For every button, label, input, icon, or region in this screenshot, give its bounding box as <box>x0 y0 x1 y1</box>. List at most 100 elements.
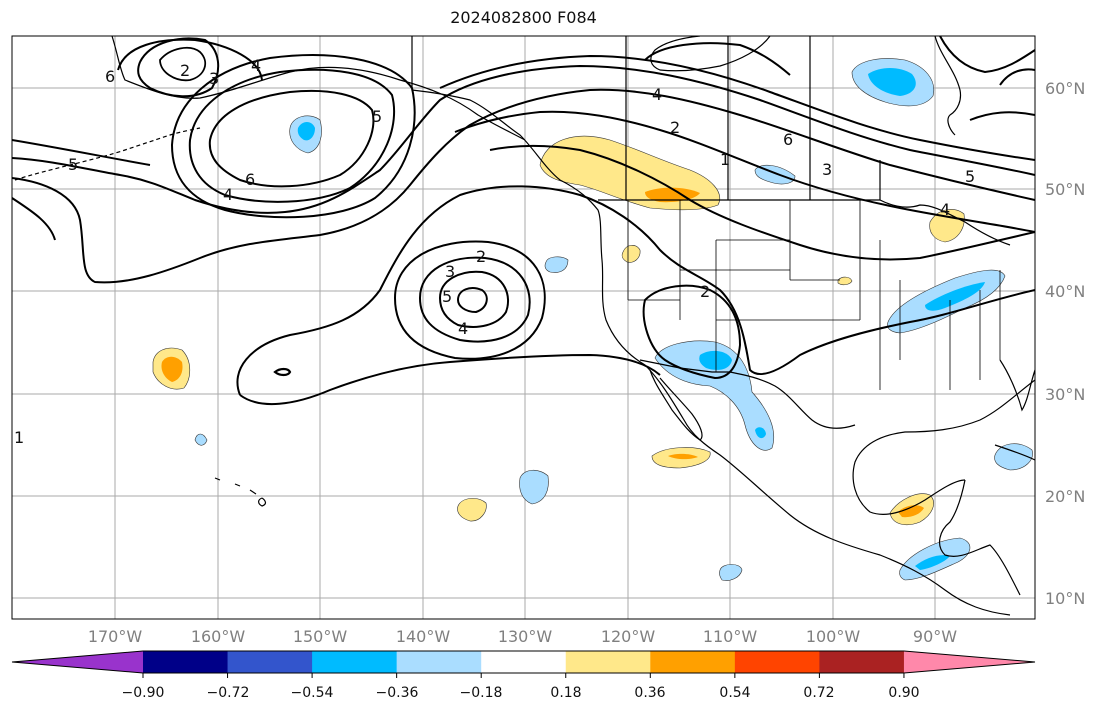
coast-baja <box>649 369 703 441</box>
coast-hudson-bay <box>934 36 962 136</box>
contour-label: 5 <box>965 167 975 186</box>
shade-neg-ohio-valley-core <box>925 282 985 311</box>
shade-pos-guatemala-core <box>898 505 924 518</box>
contour-sw-2 <box>642 284 742 380</box>
coast-north-america <box>411 36 1011 616</box>
shade-pos-oregon <box>621 245 641 263</box>
contour-label: 5 <box>372 107 382 126</box>
border-us-canada <box>598 199 1011 246</box>
contour-sub-1b <box>239 353 661 406</box>
contour-label: 2 <box>180 61 190 80</box>
contour-label: 2 <box>670 118 680 137</box>
colorbar-tick-label: 0.54 <box>719 685 750 701</box>
colorbar-segment <box>227 651 313 673</box>
contour-label: 4 <box>652 85 662 104</box>
coast-florida <box>999 359 1035 412</box>
lon-label: 160°W <box>191 627 246 646</box>
contour-sub-4 <box>438 270 510 328</box>
contour-goa-5 <box>188 68 396 203</box>
colorbar-tick-label: −0.18 <box>460 685 503 701</box>
contour-bering-3 <box>117 38 263 81</box>
coastlines <box>14 36 1035 616</box>
lon-label: 90°W <box>913 627 957 646</box>
contour-label: 6 <box>105 67 115 86</box>
colorbar-segment <box>481 651 567 673</box>
colorbar-extend-high <box>903 651 1035 673</box>
contour-sub-3 <box>418 256 531 343</box>
map-area <box>12 36 1035 619</box>
contour-ne-d <box>969 111 1035 121</box>
contour-label: 2 <box>700 282 710 301</box>
lat-label: 10°N <box>1045 589 1085 608</box>
colorbar-tick-label: 0.90 <box>888 685 919 701</box>
contour-label: 5 <box>68 155 78 174</box>
contour-ne-c <box>999 68 1035 86</box>
colorbar-tick-label: −0.36 <box>376 685 419 701</box>
colorbar-segment <box>396 651 482 673</box>
contour-label: 3 <box>822 160 832 179</box>
colorbar-segments <box>11 650 1036 674</box>
coast-hudson <box>650 36 771 72</box>
shade-pos-kansas <box>837 276 853 286</box>
lon-label: 110°W <box>703 627 758 646</box>
contour-small-loop <box>273 367 292 377</box>
shade-pos-eq-pac <box>457 498 487 522</box>
contour-label: 3 <box>445 262 455 281</box>
contour-bering-inner <box>159 46 207 82</box>
shade-neg-pnw-coast <box>544 256 569 273</box>
lon-label: 120°W <box>601 627 656 646</box>
contour-west-6 <box>12 54 1035 166</box>
contour-label: 3 <box>209 69 219 88</box>
lat-label: 30°N <box>1045 385 1085 404</box>
contour-west-5 <box>12 64 1035 214</box>
coast-cuba <box>994 444 1035 461</box>
shade-pos-baja-core <box>668 453 698 460</box>
contour-sub-inner <box>456 287 488 314</box>
contour-label: 1 <box>720 150 730 169</box>
shade-neg-canada-ne-core <box>868 68 916 96</box>
colorbar-labels: −0.90 −0.72 −0.54 −0.36 −0.18 0.18 0.36 … <box>122 685 920 701</box>
lon-label: 150°W <box>293 627 348 646</box>
latitude-labels: 60°N 50°N 40°N 30°N 20°N 10°N <box>1045 79 1085 608</box>
contour-label: 4 <box>223 185 233 204</box>
border-states <box>627 200 1001 390</box>
longitude-labels: 170°W 160°W 150°W 140°W 130°W 120°W 110°… <box>88 627 957 646</box>
contour-label: 4 <box>251 56 261 75</box>
shade-neg-gulf-mexico <box>994 443 1033 471</box>
anomaly-shading <box>152 58 1033 581</box>
lon-label: 130°W <box>498 627 553 646</box>
contour-west-3 <box>12 110 1035 241</box>
contour-label: 6 <box>783 130 793 149</box>
contour-goa-6 <box>208 89 375 188</box>
contour-label: 1 <box>14 428 24 447</box>
map-border <box>11 35 1036 620</box>
coast-aleutians <box>14 127 201 181</box>
contour-sub-2 <box>393 240 546 360</box>
contour-label: 4 <box>458 319 468 338</box>
colorbar: −0.90 −0.72 −0.54 −0.36 −0.18 0.18 0.36 … <box>11 650 1036 701</box>
contour-ne-a <box>644 42 791 76</box>
lon-label: 140°W <box>396 627 451 646</box>
border-provinces <box>625 36 881 200</box>
contour-west-4 <box>12 88 1035 284</box>
colorbar-segment <box>650 651 736 673</box>
colorbar-segment <box>734 651 820 673</box>
contour-ne-b <box>939 36 1035 74</box>
lat-label: 50°N <box>1045 180 1085 199</box>
colorbar-ticks <box>142 673 905 678</box>
coast-alaska <box>111 36 526 141</box>
colorbar-extend-low <box>12 651 143 673</box>
lat-label: 60°N <box>1045 79 1085 98</box>
contour-label: 5 <box>442 287 452 306</box>
colorbar-tick-label: −0.72 <box>207 685 250 701</box>
coast-hawaii <box>214 477 267 507</box>
shade-neg-sw-us-core2 <box>755 427 766 439</box>
colorbar-segment <box>143 651 229 673</box>
coast-central-america <box>938 479 1021 596</box>
contour-label: 2 <box>476 247 486 266</box>
colorbar-tick-label: 0.36 <box>634 685 665 701</box>
shade-neg-mex-south <box>719 564 743 581</box>
shade-neg-eq-pac <box>519 469 549 505</box>
lon-label: 100°W <box>806 627 861 646</box>
